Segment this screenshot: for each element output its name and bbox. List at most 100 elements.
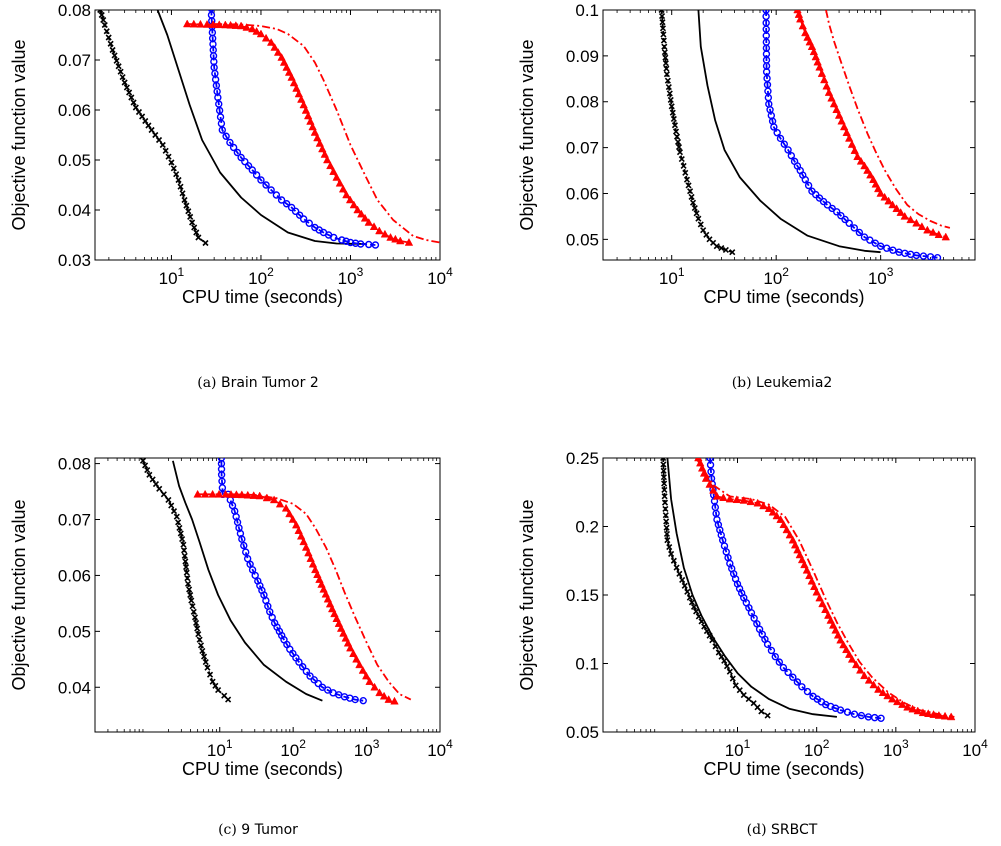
data-point [690,603,698,610]
data-point [310,676,318,684]
data-point [187,591,194,599]
data-point [98,11,105,19]
data-point [660,31,667,38]
data-point [906,215,915,224]
data-point [287,72,296,81]
data-point [822,81,831,90]
data-point [295,658,303,666]
data-point [182,563,190,571]
y-tick-label: 0.05 [566,230,599,249]
y-tick-label: 0.08 [58,1,91,20]
series-line [220,458,364,702]
data-point [193,229,200,236]
series-line [695,458,955,718]
x-tick-label: 103 [354,737,380,760]
x-tick-label: 101 [207,737,233,760]
data-point [812,587,821,596]
data-point [675,143,683,151]
data-point [233,148,242,157]
data-point [877,714,885,722]
data-point [298,663,307,671]
data-point [784,146,792,154]
data-point [299,537,308,546]
data-point [658,10,665,14]
data-point [723,663,731,670]
data-point [836,635,845,644]
data-point [301,542,311,551]
data-point [296,531,306,540]
data-point [888,200,897,209]
data-point [860,233,869,241]
data-point [659,25,667,32]
data-point [304,548,313,557]
data-point [693,608,700,615]
data-point [353,205,362,214]
data-point [828,620,838,629]
data-point [212,682,219,689]
data-point [847,140,857,148]
data-point [837,211,845,220]
data-point [303,111,313,120]
data-point [313,133,322,142]
data-point [768,507,778,516]
data-point [823,201,832,209]
data-point [115,63,122,70]
data-point [824,611,833,619]
data-point [876,242,885,250]
data-point [686,594,693,601]
data-point [815,62,824,71]
x-tick-label: 103 [868,265,894,288]
data-point [332,172,341,181]
x-tick-label: 101 [659,265,685,288]
data-point [688,193,695,200]
data-point [165,496,172,504]
data-point [693,210,700,217]
data-point [661,499,669,506]
data-point [170,165,177,172]
data-point [193,489,202,498]
data-point [208,0,214,5]
x-axis-label: CPU time (seconds) [182,287,343,307]
data-point [295,211,304,219]
data-point [789,673,797,681]
data-point [793,678,802,686]
y-tick-label: 0.1 [575,655,599,674]
data-point [721,657,728,664]
x-axis-label: CPU time (seconds) [703,759,864,779]
data-point [661,49,668,56]
data-point [701,474,711,482]
data-point [805,571,814,580]
data-point [113,57,120,64]
data-point [352,654,361,663]
data-point [705,479,714,488]
data-point [672,128,680,135]
data-point [722,246,729,253]
y-tick-label: 0.06 [58,566,91,585]
data-point [782,525,791,534]
data-point [703,231,710,238]
data-point [800,560,809,569]
data-point [117,68,124,75]
data-point [145,122,152,129]
series-line [709,458,882,720]
data-point [165,153,172,160]
data-point [185,208,192,215]
data-point [803,687,812,696]
chart-panel: 101 102 103 104 0.05 0.1 0.15 0.2 0.25 CPU time (… [517,449,988,838]
data-point [148,126,155,134]
data-point [190,608,197,615]
data-point [266,37,276,46]
y-tick-label: 0.07 [58,511,91,530]
x-tick-label: 104 [962,737,988,760]
data-point [767,646,776,655]
data-point [688,599,695,606]
data-point [719,493,728,501]
data-point [700,227,707,234]
data-point [355,660,364,669]
data-point [181,552,188,559]
data-point [202,239,209,247]
y-axis-label: Objective function value [9,39,29,230]
data-point [100,16,107,24]
data-point [729,249,736,256]
data-point [193,619,200,627]
